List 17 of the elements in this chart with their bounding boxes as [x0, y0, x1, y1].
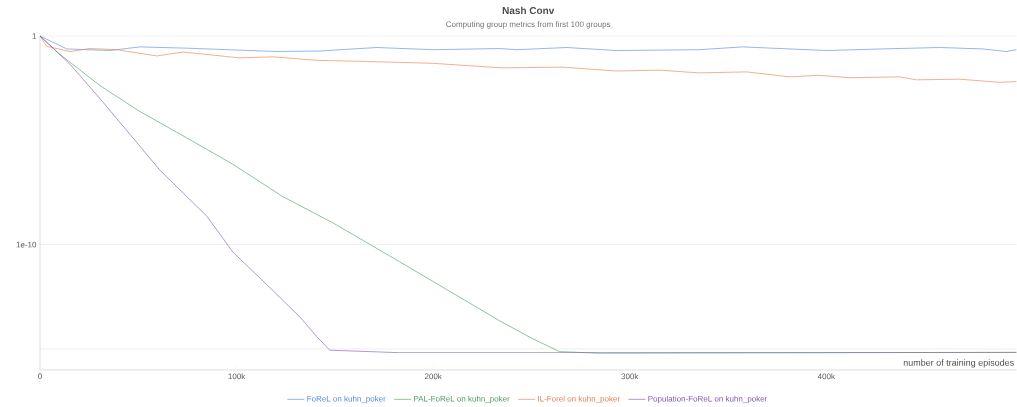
legend-label: IL-Forel on kuhn_poker: [538, 395, 620, 404]
legend-label: FoReL on kuhn_poker: [307, 395, 386, 404]
x-tick-label: 0: [38, 373, 42, 379]
x-tick-label: 100k: [228, 373, 246, 380]
legend-label: PAL-FoReL on kuhn_poker: [414, 395, 510, 404]
chart-title: Nash Conv: [502, 6, 555, 15]
x-tick-label: 400k: [817, 373, 835, 380]
y-tick-label: 1: [32, 33, 37, 39]
legend-label: Population-FoReL on kuhn_poker: [648, 395, 768, 404]
line-series: [39, 35, 1017, 83]
x-axis-title: number of training episodes: [903, 359, 1014, 368]
x-tick-label: 300k: [621, 373, 639, 380]
y-tick-label: 1e-10: [16, 241, 37, 248]
x-tick-label: 200k: [424, 373, 442, 380]
chart-subtitle: Computing group metrics from first 100 groups: [446, 21, 611, 29]
line-series: [39, 35, 1017, 52]
line-series: [39, 35, 1017, 354]
